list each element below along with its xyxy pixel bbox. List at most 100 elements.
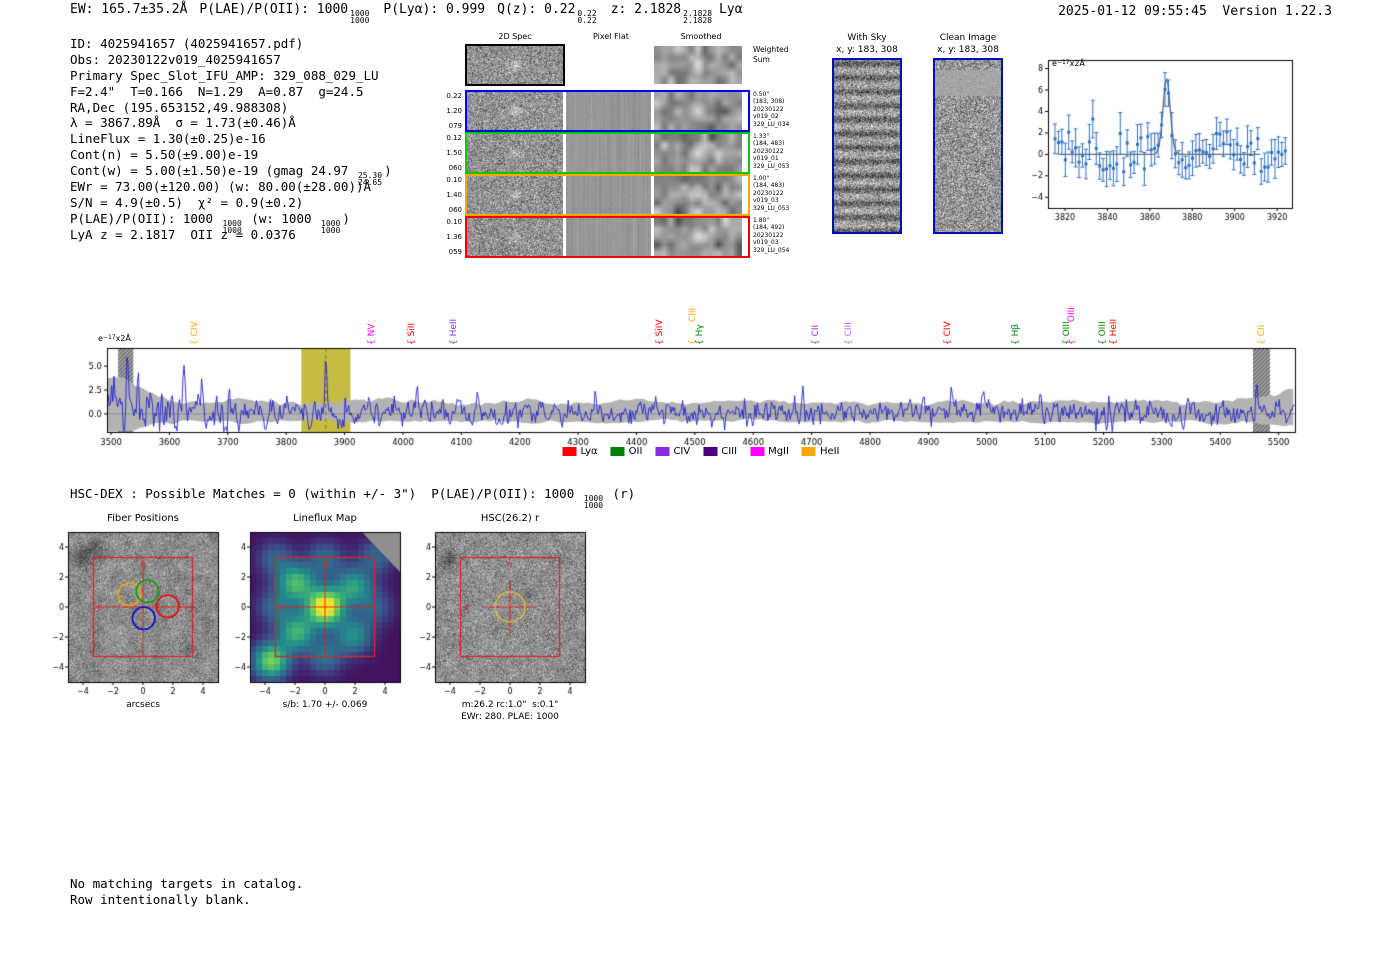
main-flux-units: e−17x2Å [98, 334, 131, 343]
no-match-line: No matching targets in catalog. [70, 876, 304, 891]
legend-item-CIII: CIII [703, 446, 737, 457]
continuum-n: Cont(n) = 5.50(±9.00)e-19 [70, 147, 259, 163]
2d-spec-image [467, 92, 563, 130]
2d-row-annotation: 1.33" (184, 483) 20230122 v019_01 329_LU_053 [753, 133, 790, 170]
plae-poii-detail: P(LAE)/P(OII): 1000 1000 1000 (w: 1000 10… [70, 210, 350, 235]
smoothed-image [654, 92, 742, 130]
z-label: z: 2.1828 [610, 2, 682, 17]
qz-range: 0.22 0.22 [577, 9, 597, 26]
cutout-row-border [465, 174, 750, 216]
clean-image [935, 60, 1001, 232]
line-type-label: Lyα [719, 2, 743, 17]
legend-item-OII: OII [610, 446, 643, 457]
clean-image-coords: x, y: 183, 308 [937, 45, 999, 55]
hsc-match-summary: HSC-DEX : Possible Matches = 0 (within +… [70, 486, 636, 511]
z-value: z: 2.1828 2.1828 2.1828 Lyα [610, 2, 743, 25]
2d-spectra-panel: 2D Spec Pixel Flat Smoothed Weighted Sum 0… [445, 30, 795, 270]
z-range: 2.1828 2.1828 [683, 9, 713, 26]
equivalent-width: EWr = 73.00(±120.00) (w: 80.00(±28.00))Å [70, 179, 372, 195]
legend-label: Lyα [580, 446, 598, 457]
legend-item-CIV: CIV [655, 446, 690, 457]
cutout-row-border [465, 44, 565, 86]
clean-image-title: Clean Image [939, 33, 997, 43]
redshift-solutions: LyA z = 2.1817 OII z = 0.0376 [70, 226, 296, 242]
legend-swatch [703, 447, 718, 456]
2d-row-annotation: Weighted Sum [753, 45, 789, 64]
legend-swatch [610, 447, 625, 456]
column-header-pixel-flat: Pixel Flat [593, 32, 629, 41]
legend-label: CIII [721, 446, 738, 457]
2d-spec-image [467, 218, 563, 256]
2d-row-annotation: 1.80" (184, 492) 20230122 v019_03 329_LU_054 [753, 217, 790, 254]
continuum-w: Cont(w) = 5.00(±1.50)e-19 (gmag 24.97 25… [70, 163, 392, 188]
legend-swatch [562, 447, 577, 456]
smoothed-image [654, 46, 742, 84]
hsc-r-band-cutout [407, 526, 597, 698]
withsky-image [834, 60, 900, 232]
legend-label: OII [628, 446, 643, 457]
2d-row-scale-labels: 0.10 1.36 059 [446, 218, 462, 256]
emission-line-label-SiII: { SiII [407, 322, 417, 345]
emission-line-label-CII: { CII [811, 324, 821, 345]
fiber-positions-title: Fiber Positions [107, 513, 179, 524]
plae-poii-value: P(LAE)/P(OII): 1000 1000 1000 [199, 2, 371, 25]
legend-label: MgII [768, 446, 789, 457]
2d-row-annotation: 0.50" (183, 308) 20230122 v019_02 329_LU_034 [753, 91, 790, 128]
2d-spec-image [467, 176, 563, 214]
emission-line-label-CII: { CII [1257, 324, 1267, 345]
wavelength-sigma: λ = 3867.89Å σ = 1.73(±0.46)Å [70, 115, 296, 131]
lineflux-map-cutout [222, 526, 412, 698]
emission-line-label-Hγ: { Hγ [695, 324, 705, 345]
primary-slot: Primary Spec_Slot_IFU_AMP: 329_088_029_L… [70, 67, 379, 83]
line-flux: LineFlux = 1.30(±0.25)e-16 [70, 131, 266, 147]
emission-line-label-CIII: { CIII [844, 322, 854, 345]
plya-value: P(Lyα): 0.999 [383, 2, 486, 17]
signal-noise: S/N = 4.9(±0.5) χ² = 0.9(±0.2) [70, 194, 304, 210]
pixel-flat-image [566, 176, 651, 214]
qz-value: Q(z): 0.22 0.22 0.22 [497, 2, 599, 25]
2d-row-scale-labels: 0.22 1.20 079 [446, 92, 462, 130]
legend-item-Lyα: Lyα [562, 446, 598, 457]
2d-row-annotation: 1.00" (184, 483) 20230122 v019_03 329_LU_053 [753, 175, 790, 212]
plae-range: 1000 1000 [350, 9, 370, 26]
column-header-smoothed: Smoothed [680, 32, 722, 41]
ra-dec: RA,Dec (195.653152,49.988308) [70, 99, 289, 115]
smoothed-image [654, 176, 742, 214]
emission-line-label-Hβ: { Hβ [1011, 323, 1021, 345]
emission-line-label-SiIV: { SiIV [655, 319, 665, 345]
2d-cutout-row-2: 0.12 1.50 060 1.33" (184, 483) 20230122 v019_0… [445, 132, 795, 174]
legend-swatch [801, 447, 816, 456]
qz-label: Q(z): 0.22 [497, 2, 576, 17]
smoothed-image [654, 218, 742, 256]
ew-value: EW: 165.7±35.2Å [70, 2, 188, 17]
legend-item-MgII: MgII [750, 446, 789, 457]
cutout-row-border [465, 216, 750, 258]
2d-spec-image [467, 46, 563, 84]
timestamp-version: 2025-01-12 09:55:45 Version 1.22.3 [1058, 4, 1332, 19]
zoomed-spectrum-plot [1020, 48, 1295, 233]
seeing-info: F=2.4" T=0.166 N=1.29 A=0.87 g=24.5 [70, 83, 364, 99]
summary-header: EW: 165.7±35.2Å P(LAE)/P(OII): 1000 1000 10… [70, 2, 755, 25]
plae-label: P(LAE)/P(OII): 1000 [199, 2, 349, 17]
lineflux-map-title: Lineflux Map [293, 513, 357, 524]
emission-line-label-CIV: { CIV [190, 321, 200, 345]
blank-row-line: Row intentionally blank. [70, 892, 251, 907]
smoothed-image [654, 134, 742, 172]
2d-cutout-row-4: 0.10 1.36 059 1.80" (184, 492) 20230122 v019_0… [445, 216, 795, 258]
lineflux-caption: s/b: 1.70 +/- 0.069 [282, 700, 368, 710]
pixel-flat-image [566, 134, 651, 172]
object-id: ID: 4025941657 (4025941657.pdf) [70, 36, 304, 51]
2d-row-scale-labels: 0.10 1.40 060 [446, 176, 462, 214]
hsc-caption-ewr: EWr: 280. PLAE: 1000 [461, 712, 559, 722]
cutout-row-border [465, 132, 750, 174]
pixel-flat-image [566, 218, 651, 256]
zoom-flux-units: e−17x2Å [1052, 59, 1085, 68]
legend-swatch [655, 447, 670, 456]
legend-swatch [750, 447, 765, 456]
hsc-caption-magnitude: m:26.2 rc:1.0" s:0.1" [461, 700, 559, 710]
emission-line-label-OIII: { OIII [1067, 307, 1077, 345]
clean-image-frame [933, 58, 1003, 234]
cutout-row-border [465, 90, 750, 132]
catalog-match-note: No matching targets in catalog. Row inte… [70, 876, 303, 908]
